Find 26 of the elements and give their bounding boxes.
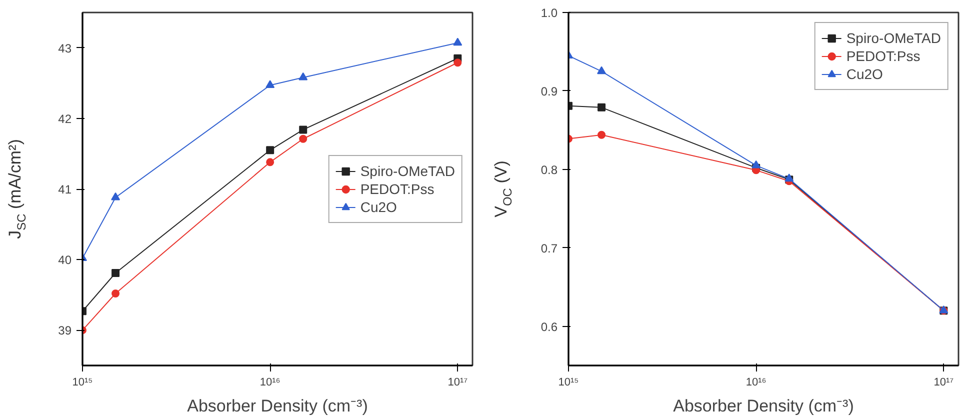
y-tick-label: 43 (58, 41, 72, 56)
y-tick-label: 40 (58, 253, 72, 268)
y-tick-label: 0.6 (540, 320, 558, 334)
x-tick-label: 10¹⁵ (72, 376, 93, 388)
x-tick-label: 10¹⁷ (448, 376, 468, 388)
y-tick-label: 0.8 (540, 162, 558, 177)
x-tick-label: 10¹⁷ (934, 376, 954, 388)
y-tick-label: 1.0 (540, 6, 558, 20)
x-axis-title: Absorber Density (cm⁻³) (187, 396, 368, 416)
legend-label: Spiro-OMeTAD (360, 162, 455, 180)
legend-label: Cu2O (846, 65, 883, 83)
y-axis-title: VOC (V) (492, 160, 514, 218)
legend-label: Spiro-OMeTAD (846, 29, 941, 47)
y-tick-label: 39 (58, 324, 72, 338)
legend-label: Cu2O (360, 198, 397, 216)
x-axis-title: Absorber Density (cm⁻³) (673, 396, 854, 416)
legend-label: PEDOT:Pss (360, 180, 434, 198)
y-tick-label: 0.9 (540, 84, 558, 98)
y-tick-label: 0.7 (540, 241, 558, 256)
legend-label: PEDOT:Pss (846, 47, 920, 65)
y-axis-title: JSC (mA/cm²) (6, 139, 28, 239)
y-tick-label: 42 (58, 112, 72, 126)
x-tick-label: 10¹⁵ (558, 376, 579, 388)
x-tick-label: 10¹⁶ (260, 376, 280, 388)
y-tick-label: 41 (58, 182, 72, 196)
x-tick-label: 10¹⁶ (746, 376, 766, 388)
